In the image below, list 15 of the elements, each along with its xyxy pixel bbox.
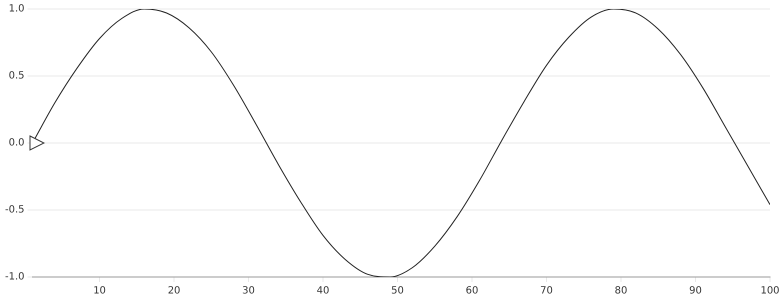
y-tick-label: -1.0 [4, 272, 25, 283]
y-tick-label: 0.0 [8, 138, 25, 149]
x-tick-label: 30 [242, 286, 255, 297]
x-tick-label: 40 [316, 286, 330, 297]
x-tick-label: 20 [168, 286, 180, 297]
y-tick-label: 0.5 [8, 70, 25, 82]
x-tick-label: 80 [614, 286, 628, 297]
y-tick-label: -0.5 [4, 204, 25, 216]
y-tick-label: 1.0 [8, 4, 25, 15]
x-tick-label: 100 [760, 286, 780, 297]
x-tick-label: 50 [391, 286, 404, 297]
x-tick-label: 10 [93, 286, 106, 297]
x-tick-label: 90 [689, 286, 702, 297]
x-tick-label: 60 [466, 286, 478, 297]
x-tick-label: 70 [540, 286, 553, 297]
